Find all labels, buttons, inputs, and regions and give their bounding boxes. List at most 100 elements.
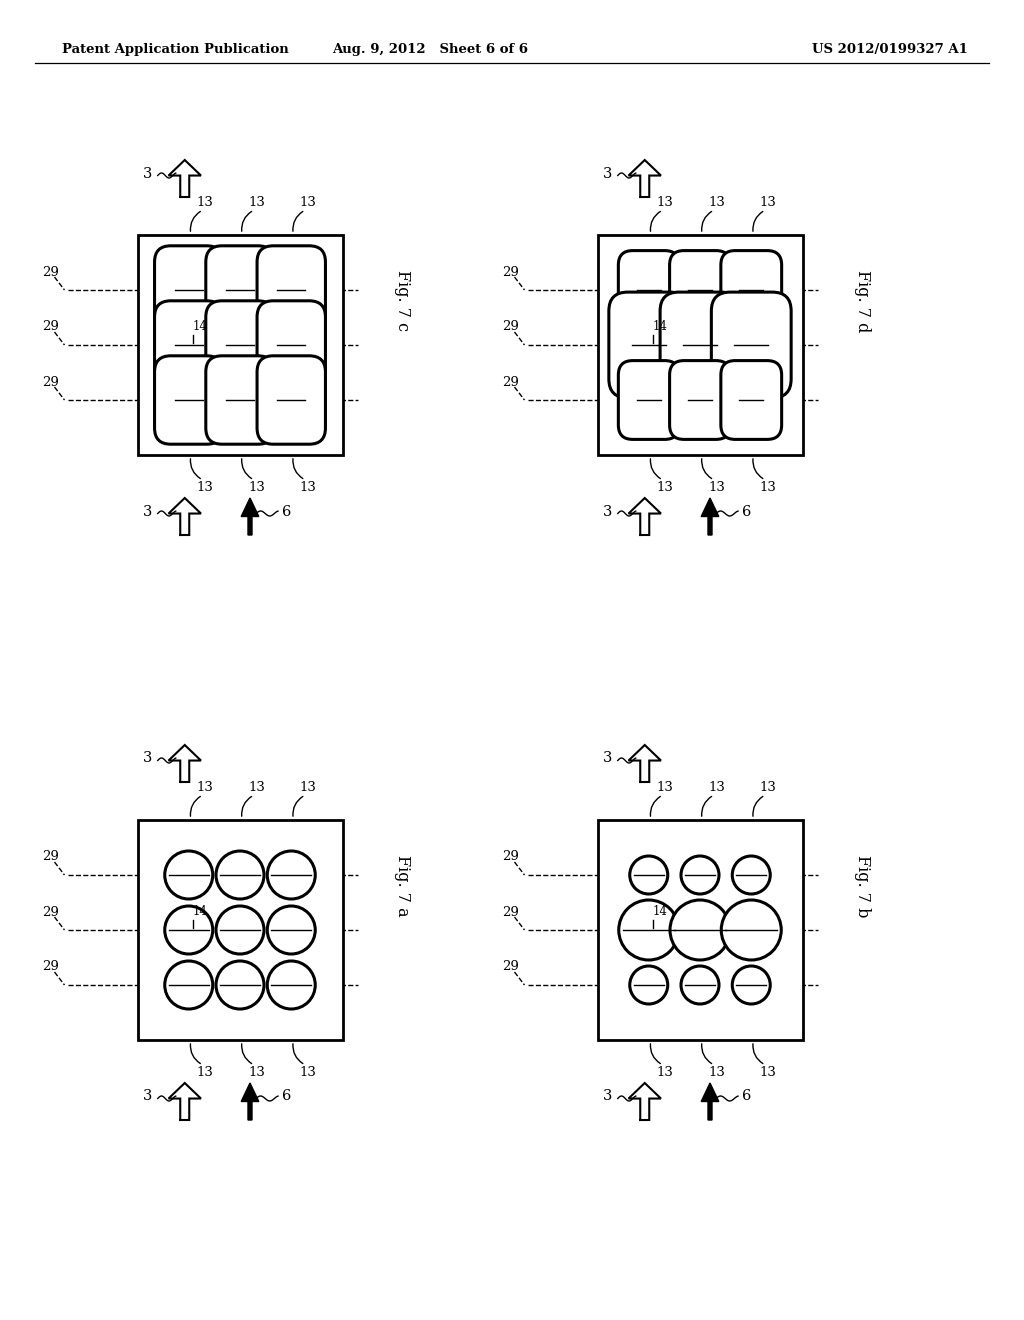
Polygon shape (169, 1082, 201, 1119)
Bar (597, 235, 803, 455)
FancyBboxPatch shape (609, 292, 689, 397)
Text: 13: 13 (299, 1067, 316, 1078)
Text: 13: 13 (759, 195, 776, 209)
Text: 6: 6 (282, 1089, 292, 1104)
Text: 29: 29 (503, 375, 519, 388)
Circle shape (267, 851, 315, 899)
Text: 6: 6 (282, 504, 292, 519)
Circle shape (165, 961, 213, 1008)
Polygon shape (242, 498, 259, 535)
Text: 13: 13 (759, 1067, 776, 1078)
Circle shape (165, 906, 213, 954)
FancyBboxPatch shape (670, 251, 730, 330)
Circle shape (721, 900, 781, 960)
Text: 13: 13 (248, 781, 265, 795)
Bar (597, 820, 803, 1040)
FancyBboxPatch shape (721, 360, 781, 440)
Text: 13: 13 (299, 781, 316, 795)
Text: 3: 3 (143, 166, 153, 181)
Text: 13: 13 (708, 480, 725, 494)
Text: 29: 29 (43, 906, 59, 919)
Polygon shape (169, 160, 201, 197)
Text: 14: 14 (193, 906, 208, 917)
Circle shape (267, 961, 315, 1008)
FancyBboxPatch shape (618, 360, 679, 440)
FancyBboxPatch shape (206, 356, 274, 445)
FancyBboxPatch shape (660, 292, 740, 397)
Text: 13: 13 (299, 480, 316, 494)
Text: 13: 13 (708, 1067, 725, 1078)
Polygon shape (701, 1082, 719, 1119)
Circle shape (216, 961, 264, 1008)
Circle shape (681, 966, 719, 1005)
Text: 3: 3 (143, 751, 153, 766)
Text: US 2012/0199327 A1: US 2012/0199327 A1 (812, 44, 968, 57)
FancyBboxPatch shape (155, 246, 223, 334)
Text: Patent Application Publication: Patent Application Publication (62, 44, 289, 57)
Text: 13: 13 (248, 480, 265, 494)
Circle shape (630, 966, 668, 1005)
Text: Fig. 7 d: Fig. 7 d (854, 269, 871, 333)
Circle shape (732, 855, 770, 894)
Text: 6: 6 (742, 1089, 752, 1104)
Text: 3: 3 (603, 166, 612, 181)
Text: 13: 13 (299, 195, 316, 209)
FancyBboxPatch shape (670, 360, 730, 440)
Text: 29: 29 (503, 265, 519, 279)
Text: 3: 3 (143, 1089, 153, 1104)
Circle shape (681, 855, 719, 894)
Polygon shape (169, 498, 201, 535)
Text: 13: 13 (197, 195, 214, 209)
Text: 29: 29 (503, 850, 519, 863)
Polygon shape (629, 498, 660, 535)
Text: 14: 14 (652, 319, 668, 333)
Circle shape (165, 851, 213, 899)
Text: 14: 14 (193, 319, 208, 333)
Text: 13: 13 (708, 195, 725, 209)
FancyBboxPatch shape (206, 246, 274, 334)
Text: 13: 13 (248, 1067, 265, 1078)
Text: 13: 13 (759, 480, 776, 494)
Text: 3: 3 (143, 504, 153, 519)
Text: 3: 3 (603, 504, 612, 519)
FancyBboxPatch shape (257, 356, 326, 445)
Text: 29: 29 (503, 961, 519, 974)
Text: 29: 29 (503, 321, 519, 334)
Text: 13: 13 (759, 781, 776, 795)
Text: Fig. 7 c: Fig. 7 c (394, 271, 411, 331)
Text: 29: 29 (503, 906, 519, 919)
FancyBboxPatch shape (206, 301, 274, 389)
Text: 3: 3 (603, 1089, 612, 1104)
Text: Fig. 7 a: Fig. 7 a (394, 855, 411, 917)
Circle shape (630, 855, 668, 894)
Text: 14: 14 (652, 906, 668, 917)
FancyBboxPatch shape (155, 356, 223, 445)
Circle shape (216, 851, 264, 899)
Polygon shape (629, 744, 660, 781)
Bar (137, 235, 342, 455)
Text: 13: 13 (656, 195, 674, 209)
Text: 29: 29 (43, 265, 59, 279)
Text: 13: 13 (656, 1067, 674, 1078)
Text: Fig. 7 b: Fig. 7 b (854, 855, 871, 917)
Polygon shape (169, 744, 201, 781)
Polygon shape (242, 1082, 259, 1119)
Text: 13: 13 (656, 480, 674, 494)
Text: 29: 29 (43, 961, 59, 974)
Text: 13: 13 (197, 781, 214, 795)
Text: 13: 13 (197, 480, 214, 494)
Text: 6: 6 (742, 504, 752, 519)
Text: 29: 29 (43, 321, 59, 334)
Circle shape (618, 900, 679, 960)
Circle shape (216, 906, 264, 954)
Text: 13: 13 (708, 781, 725, 795)
Text: 13: 13 (197, 1067, 214, 1078)
FancyBboxPatch shape (257, 246, 326, 334)
FancyBboxPatch shape (712, 292, 792, 397)
Text: 3: 3 (603, 751, 612, 766)
FancyBboxPatch shape (257, 301, 326, 389)
Text: 13: 13 (656, 781, 674, 795)
Circle shape (732, 966, 770, 1005)
FancyBboxPatch shape (721, 251, 781, 330)
Text: 29: 29 (43, 375, 59, 388)
